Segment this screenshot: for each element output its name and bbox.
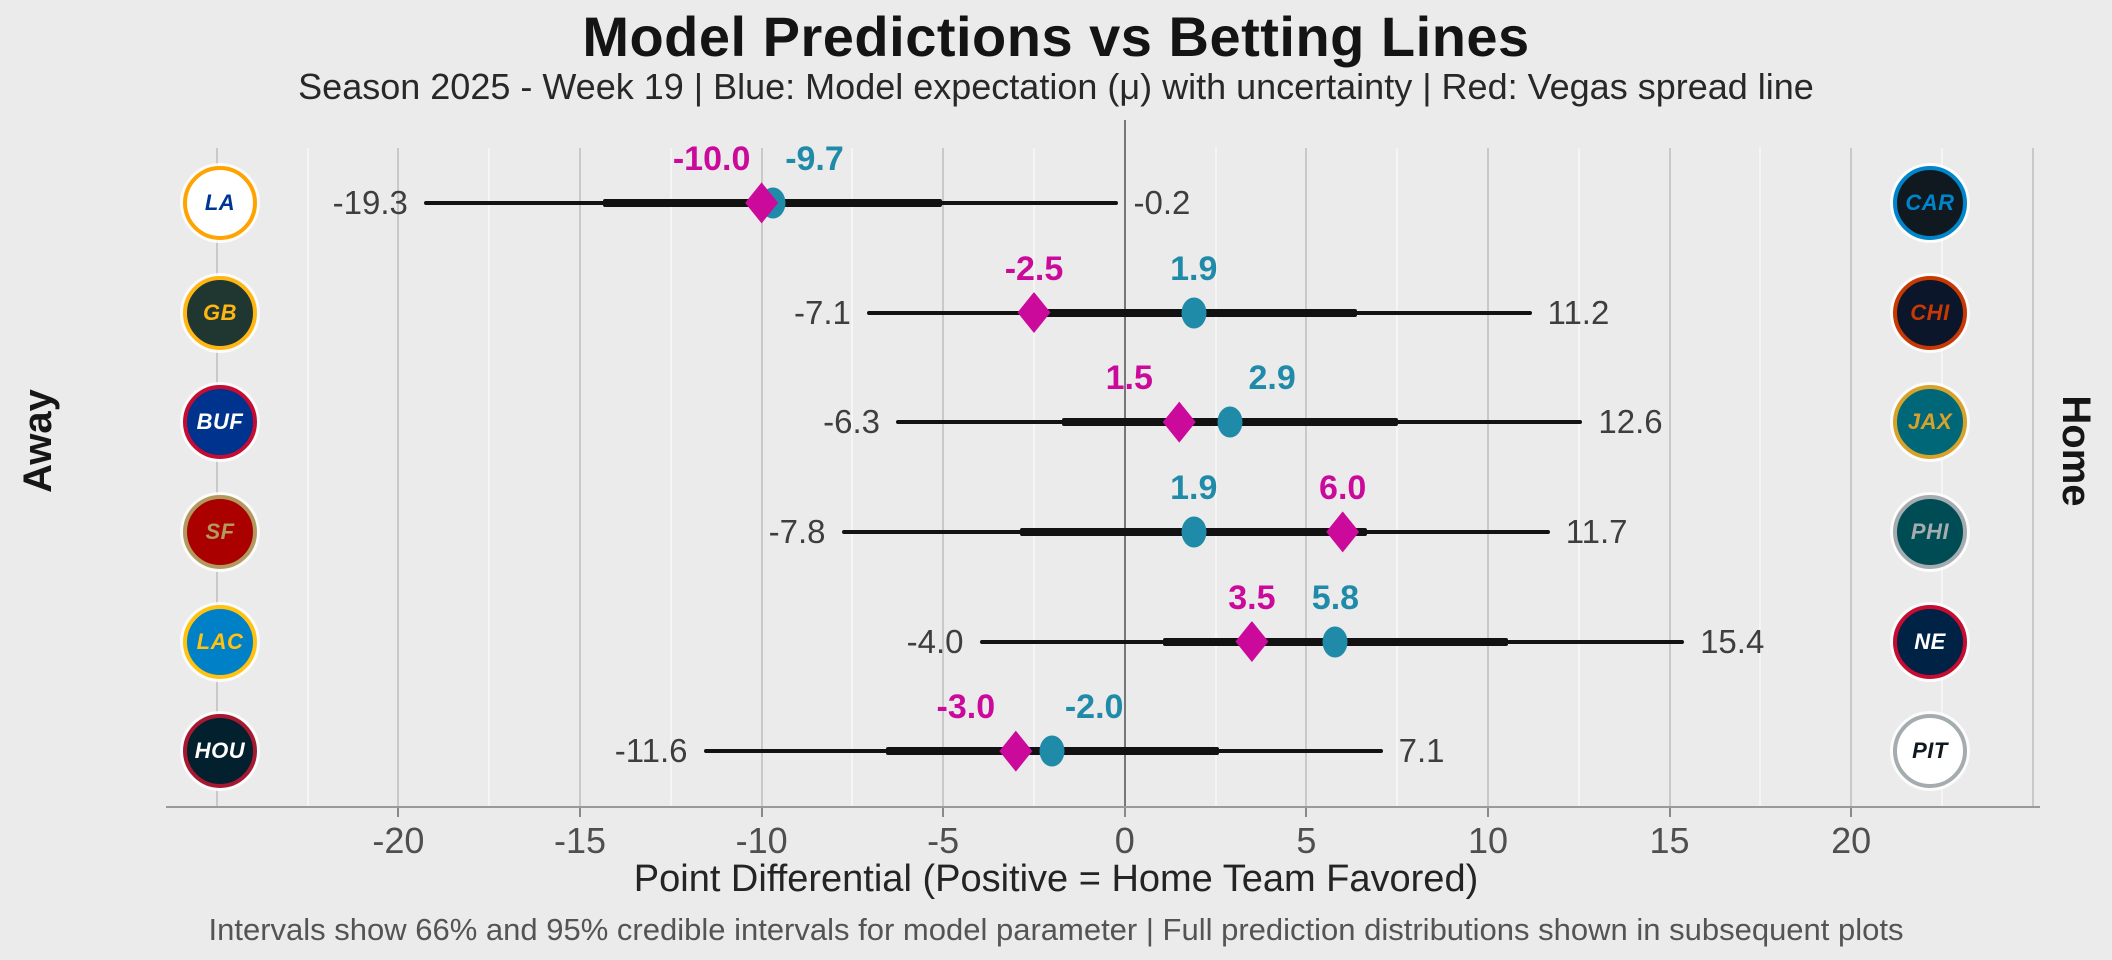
interval-low-label: -4.0	[906, 622, 964, 660]
model-value-label: -2.0	[1064, 688, 1124, 727]
chart-subtitle: Season 2025 - Week 19 | Blue: Model expe…	[298, 66, 1814, 107]
model-mean-marker	[1322, 626, 1348, 657]
gridline-minor	[1759, 148, 1762, 806]
x-axis-tick-label: 15	[1649, 820, 1690, 861]
packers-logo-icon: GB	[183, 275, 257, 350]
footnote: Intervals show 66% and 95% credible inte…	[208, 912, 1904, 947]
vegas-line-marker	[1162, 401, 1196, 443]
bears-logo-icon: CHI	[1893, 275, 1967, 350]
gridline-minor	[669, 148, 672, 806]
model-mean-marker	[1039, 735, 1065, 767]
vegas-line-marker	[1235, 621, 1269, 662]
gridline-minor	[1032, 148, 1035, 806]
vegas-value-label: -2.5	[1004, 249, 1064, 288]
x-axis-tick-label: -20	[372, 820, 425, 861]
chart-title: Model Predictions vs Betting Lines	[582, 5, 1530, 68]
interval-high-label: 7.1	[1398, 732, 1445, 770]
gridline-major	[397, 148, 400, 806]
x-axis-tick-label: -15	[554, 820, 607, 861]
x-axis-tick-label: 10	[1467, 820, 1508, 861]
eagles-logo-icon: PHI	[1893, 494, 1967, 569]
vegas-line-marker	[1326, 511, 1360, 553]
gridline-major	[760, 148, 763, 806]
gridline-minor	[1214, 148, 1217, 806]
gridline-minor	[1940, 148, 1943, 806]
x-axis-tick-label: 20	[1831, 820, 1872, 861]
model-value-label: 1.9	[1170, 468, 1218, 507]
x-axis-tickmark	[579, 808, 582, 817]
interval-low-label: -7.8	[768, 512, 826, 550]
model-mean-marker	[1181, 297, 1207, 328]
home-axis-label: Home	[2054, 395, 2098, 507]
vegas-value-label: 3.5	[1228, 578, 1276, 617]
panthers-logo-icon: CAR	[1893, 165, 1967, 240]
gridline-minor	[306, 148, 309, 806]
x-axis-tick-label: -10	[735, 820, 788, 861]
vegas-line-marker	[999, 730, 1033, 772]
gridline-major	[1486, 148, 1489, 806]
interval-low-label: -7.1	[794, 293, 851, 331]
x-axis-tick-label: -5	[927, 820, 960, 861]
x-axis-tickmark	[397, 808, 400, 817]
vegas-value-label: -10.0	[672, 139, 751, 178]
x-axis-tickmark	[1305, 808, 1308, 817]
chargers-logo-icon: LAC	[183, 604, 257, 679]
bills-logo-icon: BUF	[183, 385, 257, 460]
x-axis-tickmark	[1850, 808, 1853, 817]
49ers-logo-icon: SF	[183, 494, 257, 569]
patriots-logo-icon: NE	[1893, 604, 1967, 679]
away-axis-label: Away	[16, 389, 60, 493]
model-mean-marker	[1217, 406, 1243, 438]
interval-low-label: -11.6	[614, 732, 688, 770]
interval-high-label: -0.2	[1133, 183, 1191, 221]
gridline-major	[1668, 148, 1671, 806]
model-value-label: -9.7	[785, 139, 844, 178]
gridline-minor	[1396, 148, 1399, 806]
gridline-major	[942, 148, 945, 806]
gridline-minor	[851, 148, 854, 806]
x-axis-spine	[166, 806, 2040, 808]
interval-low-label: -6.3	[823, 403, 880, 441]
vegas-value-label: 6.0	[1319, 468, 1367, 507]
zero-reference-line	[1123, 120, 1126, 806]
interval-high-label: 15.4	[1700, 622, 1765, 660]
vegas-value-label: 1.5	[1105, 359, 1153, 398]
rams-logo-icon: LA	[183, 165, 257, 240]
vegas-line-marker	[1017, 292, 1051, 333]
steelers-logo-icon: PIT	[1893, 714, 1967, 789]
gridline-minor	[488, 148, 491, 806]
model-mean-marker	[1181, 516, 1207, 548]
model-value-label: 2.9	[1248, 359, 1296, 398]
vegas-value-label: -3.0	[936, 688, 996, 727]
x-axis-tickmark	[942, 808, 945, 817]
gridline-major	[2031, 148, 2034, 806]
gridline-major	[579, 148, 582, 806]
x-axis-tick-label: 5	[1296, 820, 1317, 861]
interval-low-label: -19.3	[332, 183, 408, 221]
texans-logo-icon: HOU	[183, 714, 257, 789]
model-value-label: 5.8	[1311, 578, 1360, 617]
model-value-label: 1.9	[1170, 249, 1218, 288]
x-axis-tickmark	[1123, 808, 1126, 817]
gridline-major	[1850, 148, 1853, 806]
gridline-minor	[1577, 148, 1580, 806]
interval-high-label: 11.2	[1547, 293, 1610, 331]
gridline-major	[1305, 148, 1308, 806]
jaguars-logo-icon: JAX	[1893, 385, 1967, 460]
x-axis-tickmark	[1486, 808, 1489, 817]
x-axis-label: Point Differential (Positive = Home Team…	[633, 858, 1479, 900]
gridline-major	[215, 148, 218, 806]
interval-high-label: 12.6	[1598, 403, 1663, 441]
x-axis-tick-label: 0	[1114, 820, 1135, 861]
x-axis-tickmark	[1668, 808, 1671, 817]
x-axis-tickmark	[760, 808, 763, 817]
interval-high-label: 11.7	[1565, 512, 1628, 550]
